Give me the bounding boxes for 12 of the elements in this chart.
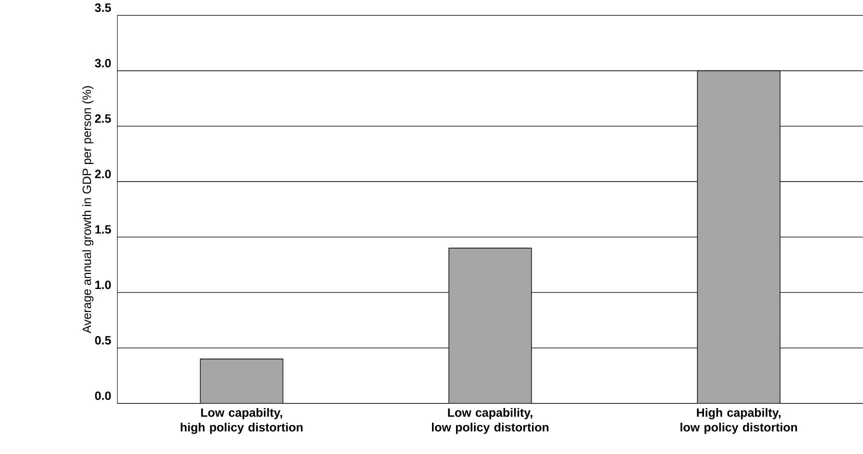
y-tick-label: 0.0 [95, 391, 111, 400]
y-tick-label: 0.5 [95, 336, 111, 345]
y-tick-label: 2.0 [95, 170, 111, 178]
y-axis-title: Average annual growth in GDP per person (%) [82, 86, 94, 334]
x-tick-label: Low capability, low policy distortion [432, 408, 548, 434]
y-tick-label: 1.5 [95, 225, 111, 234]
y-tick-label: 3.0 [94, 58, 111, 68]
y-tick-label: 2.5 [95, 114, 111, 123]
x-tick-label: Low capabilty, high policy distortion [180, 408, 303, 434]
y-tick-label: 3.5 [94, 3, 111, 12]
y-tick-label: 1.0 [95, 280, 111, 290]
x-tick-label: High capabilty, low policy distortion [680, 408, 797, 434]
